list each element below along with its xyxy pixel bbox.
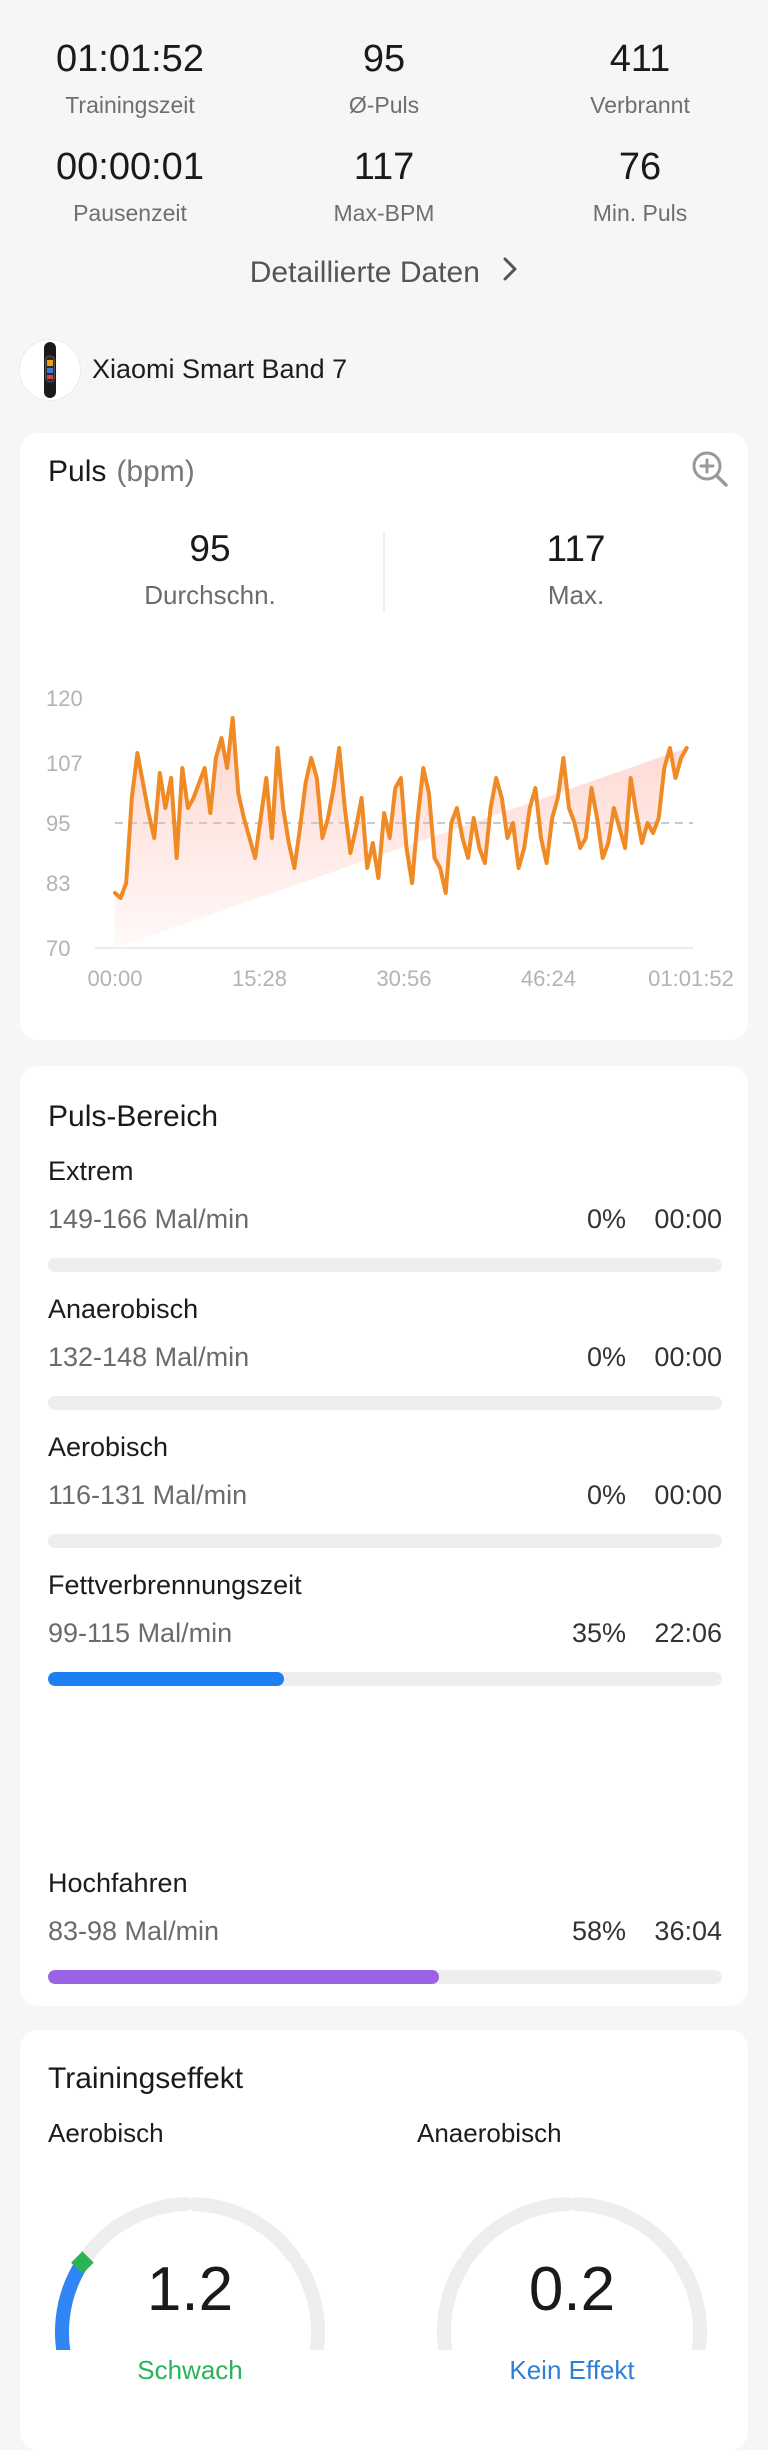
anaerobic-description: Kein Effekt xyxy=(509,2355,635,2385)
heart-rate-label: Puls xyxy=(48,455,107,488)
heart-rate-unit: (bpm) xyxy=(116,455,195,488)
heart-rate-area xyxy=(115,718,687,948)
gauge-segment xyxy=(187,2197,301,2264)
aerobic-value: 1.2 xyxy=(146,2255,234,2324)
smart-band-icon xyxy=(44,342,56,398)
zone-range: 149-166 Mal/min xyxy=(48,1204,250,1234)
y-tick-label: 107 xyxy=(46,751,83,776)
zone-progress-track xyxy=(48,1672,722,1686)
hr-maximum-value: 117 xyxy=(546,528,606,569)
pulse-zone-row: Fettverbrennungszeit 99-115 Mal/min 35% 22:… xyxy=(48,1570,722,1686)
zone-time: 00:00 xyxy=(654,1480,722,1510)
stat-avg-pulse: 95 Ø-Puls xyxy=(264,40,504,119)
heart-rate-chart[interactable]: 120 107 95 83 70 00:00 15:28 30:56 46:24 01:01:52 xyxy=(20,653,748,1023)
aerobic-gauge: 1.2 Schwach xyxy=(40,2180,340,2390)
pulse-zone-row: Anaerobisch 132-148 Mal/min 0% 00:00 xyxy=(48,1294,722,1410)
pulse-zone-row: Extrem 149-166 Mal/min 0% 00:00 xyxy=(48,1156,722,1272)
detailed-data-label: Detaillierte Daten xyxy=(249,256,480,289)
stat-min-pulse: 76 Min. Puls xyxy=(520,148,760,227)
zone-progress-track xyxy=(48,1970,722,1984)
zone-percent: 0% xyxy=(586,1342,626,1372)
stat-training-time: 01:01:52 Trainingszeit xyxy=(10,40,250,119)
zone-progress-track xyxy=(48,1258,722,1272)
zone-progress-fill xyxy=(48,1672,284,1686)
stat-value: 00:00:01 xyxy=(56,146,204,188)
gauge-segment xyxy=(461,2197,575,2264)
stat-value: 01:01:52 xyxy=(56,38,204,80)
heart-rate-title: Puls (bpm) xyxy=(48,455,195,489)
hr-maximum-label: Max. xyxy=(547,580,605,610)
x-tick-label: 01:01:52 xyxy=(648,966,734,991)
zone-range: 132-148 Mal/min xyxy=(48,1342,250,1372)
pulse-zones-card: Puls-Bereich Extrem 149-166 Mal/min 0% 00:0… xyxy=(20,1066,748,2006)
zone-percent: 0% xyxy=(586,1480,626,1510)
stat-burned: 411 Verbrannt xyxy=(520,40,760,119)
zone-percent: 0% xyxy=(586,1204,626,1234)
y-tick-label: 70 xyxy=(46,936,70,961)
stat-label: Ø-Puls xyxy=(348,92,420,118)
device-name: Xiaomi Smart Band 7 xyxy=(92,354,348,384)
x-tick-label: 15:28 xyxy=(232,966,287,991)
gauge-segment xyxy=(569,2197,683,2264)
zone-name: Anaerobisch xyxy=(48,1294,199,1324)
hr-average: 95 Durchschn. xyxy=(40,528,380,611)
zone-range: 99-115 Mal/min xyxy=(48,1618,233,1648)
zoom-in-icon[interactable] xyxy=(690,449,730,489)
training-effect-title: Trainingseffekt xyxy=(48,2062,244,2095)
hr-average-label: Durchschn. xyxy=(144,580,276,610)
heart-rate-card: Puls (bpm) 95 Durchschn. 117 Max. 120 107 9… xyxy=(20,433,748,1040)
zone-time: 22:06 xyxy=(654,1618,722,1648)
anaerobic-gauge: 0.2 Kein Effekt xyxy=(422,2180,722,2390)
device-avatar xyxy=(20,340,80,400)
zone-name: Fettverbrennungszeit xyxy=(48,1570,302,1600)
zone-time: 00:00 xyxy=(654,1204,722,1234)
stat-divider xyxy=(383,533,385,613)
x-tick-label: 00:00 xyxy=(87,966,142,991)
y-tick-label: 83 xyxy=(46,871,70,896)
aerobic-description: Schwach xyxy=(137,2355,243,2385)
x-tick-label: 30:56 xyxy=(376,966,431,991)
stat-label: Verbrannt xyxy=(590,92,690,118)
hr-average-value: 95 xyxy=(189,528,231,569)
zone-percent: 35% xyxy=(571,1618,626,1648)
aerobic-label: Aerobisch xyxy=(48,2118,164,2148)
zone-progress-fill xyxy=(48,1970,439,1984)
zone-time: 36:04 xyxy=(654,1916,722,1946)
y-tick-label: 120 xyxy=(46,686,83,711)
hr-maximum: 117 Max. xyxy=(406,528,746,611)
stat-label: Pausenzeit xyxy=(73,200,187,226)
zone-name: Extrem xyxy=(48,1156,134,1186)
pulse-zone-row: Aerobisch 116-131 Mal/min 0% 00:00 xyxy=(48,1432,722,1548)
detailed-data-link[interactable]: Detaillierte Daten xyxy=(0,256,768,290)
stat-label: Max-BPM xyxy=(333,200,435,226)
training-effect-card: Trainingseffekt Aerobisch Anaerobisch 1.… xyxy=(20,2030,748,2450)
zone-progress-track xyxy=(48,1534,722,1548)
x-tick-label: 46:24 xyxy=(521,966,576,991)
stat-value: 117 xyxy=(353,146,415,188)
zone-name: Aerobisch xyxy=(48,1432,169,1462)
stat-label: Trainingszeit xyxy=(65,92,195,118)
zone-range: 116-131 Mal/min xyxy=(48,1480,248,1510)
stat-value: 95 xyxy=(362,38,406,80)
pulse-zone-row: Hochfahren 83-98 Mal/min 58% 36:04 xyxy=(48,1868,722,1984)
y-tick-label: 95 xyxy=(46,811,70,836)
stat-pause-time: 00:00:01 Pausenzeit xyxy=(10,148,250,227)
stat-label: Min. Puls xyxy=(592,200,688,226)
zone-range: 83-98 Mal/min xyxy=(48,1916,220,1946)
heart-rate-line xyxy=(113,716,689,900)
zone-progress-track xyxy=(48,1396,722,1410)
gauge-segment xyxy=(79,2197,193,2264)
stat-max-bpm: 117 Max-BPM xyxy=(264,148,504,227)
zone-name: Hochfahren xyxy=(48,1868,188,1898)
anaerobic-label: Anaerobisch xyxy=(417,2118,562,2148)
zone-time: 00:00 xyxy=(654,1342,722,1372)
pulse-zones-title: Puls-Bereich xyxy=(48,1100,219,1133)
anaerobic-value: 0.2 xyxy=(528,2255,616,2324)
zone-percent: 58% xyxy=(571,1916,626,1946)
stat-value: 411 xyxy=(609,38,671,80)
stat-value: 76 xyxy=(618,146,662,188)
chevron-right-icon xyxy=(502,256,518,290)
